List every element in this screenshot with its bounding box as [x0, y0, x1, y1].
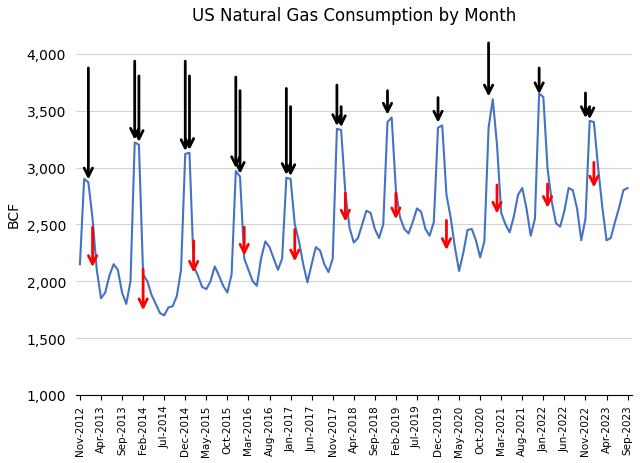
Title: US Natural Gas Consumption by Month: US Natural Gas Consumption by Month [191, 7, 516, 25]
Y-axis label: BCF: BCF [7, 200, 21, 227]
